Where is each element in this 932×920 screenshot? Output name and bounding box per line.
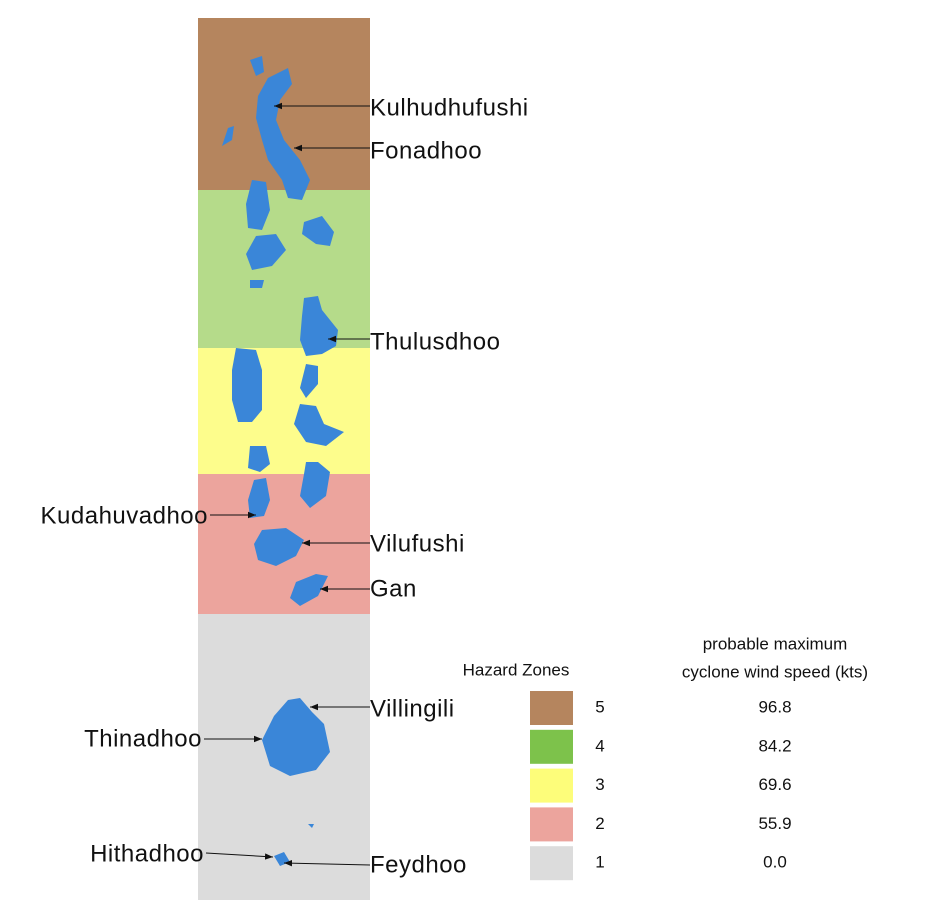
legend-zone: 2 bbox=[595, 814, 604, 833]
island bbox=[250, 56, 264, 76]
island bbox=[250, 280, 264, 288]
zone-band bbox=[198, 348, 370, 474]
legend-swatch bbox=[530, 729, 573, 764]
legend-swatch bbox=[530, 846, 573, 881]
legend-value-title: probable maximum bbox=[703, 634, 848, 653]
islands bbox=[222, 56, 344, 866]
legend-wind: 84.2 bbox=[758, 736, 791, 755]
place-label: Vilufushi bbox=[370, 530, 465, 557]
island bbox=[254, 528, 304, 566]
legend-swatch bbox=[530, 768, 573, 803]
legend-wind: 0.0 bbox=[763, 853, 787, 872]
legend-swatch bbox=[530, 691, 573, 725]
island bbox=[308, 824, 314, 828]
island bbox=[256, 68, 310, 200]
island bbox=[290, 574, 328, 606]
place-label: Kudahuvadhoo bbox=[41, 502, 208, 529]
legend-wind: 69.6 bbox=[758, 775, 791, 794]
leader-arrow bbox=[283, 859, 371, 867]
place-label: Hithadhoo bbox=[90, 840, 204, 867]
legend-wind: 96.8 bbox=[758, 697, 791, 716]
island bbox=[246, 234, 286, 270]
legend-value-title: cyclone wind speed (kts) bbox=[682, 662, 868, 681]
place-label: Thulusdhoo bbox=[370, 328, 500, 355]
zone-band bbox=[198, 190, 370, 348]
legend-zone: 4 bbox=[595, 736, 604, 755]
island bbox=[300, 364, 318, 398]
place-label: Villingili bbox=[370, 695, 455, 722]
callouts: Kulhudhufushi Fonadhoo Thulusdhoo Kudahu… bbox=[41, 94, 529, 878]
leader-arrow bbox=[205, 852, 274, 860]
place-label: Feydhoo bbox=[370, 851, 467, 878]
legend-zone: 5 bbox=[595, 697, 604, 716]
island bbox=[248, 478, 270, 518]
legend-swatch bbox=[530, 807, 573, 842]
legend-wind: 55.9 bbox=[758, 814, 791, 833]
island bbox=[302, 216, 334, 246]
place-label: Gan bbox=[370, 575, 417, 602]
island bbox=[248, 446, 270, 472]
island bbox=[262, 698, 330, 776]
place-label: Kulhudhufushi bbox=[370, 94, 529, 121]
legend-zone: 3 bbox=[595, 775, 604, 794]
place-label: Fonadhoo bbox=[370, 137, 482, 164]
island bbox=[300, 462, 330, 508]
place-label: Thinadhoo bbox=[84, 725, 202, 752]
legend-zone: 1 bbox=[595, 853, 604, 872]
island bbox=[232, 348, 262, 422]
island bbox=[246, 180, 270, 230]
legend: Hazard Zones probable maximum cyclone wi… bbox=[463, 634, 868, 881]
island bbox=[294, 404, 344, 446]
legend-title: Hazard Zones bbox=[463, 660, 570, 679]
island bbox=[222, 126, 234, 146]
